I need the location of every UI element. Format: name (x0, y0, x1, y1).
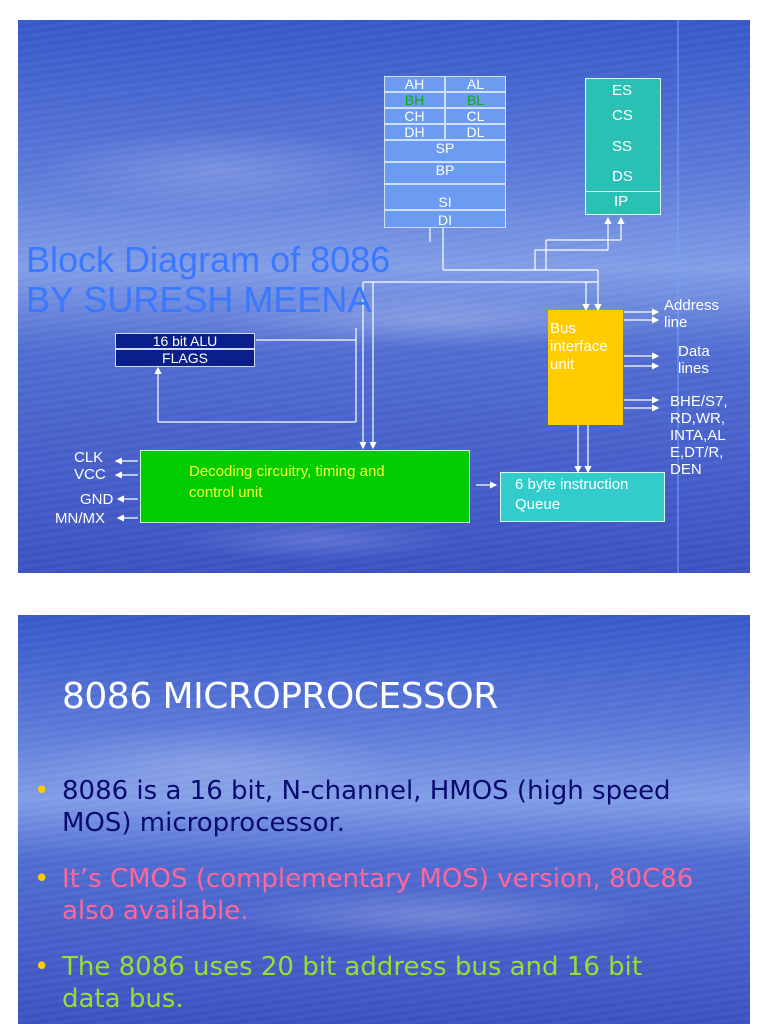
alu-box: 16 bit ALU (115, 333, 255, 349)
control-signals-label: BHE/S7, RD,WR, INTA,AL E,DT/R, DEN (670, 393, 728, 478)
bullet-dot-icon: • (34, 776, 50, 806)
signal-vcc: VCC (74, 466, 106, 483)
register-label: DI (438, 212, 452, 228)
register-bp: BP (384, 162, 506, 184)
decoding-control-unit: Decoding circuitry, timing and control u… (140, 450, 470, 523)
register-ch: CH (384, 108, 445, 124)
signal-mn-mx: MN/MX (55, 510, 105, 527)
bullet-text: 8086 is a 16 bit, N-channel, HMOS (high … (62, 776, 671, 838)
register-label: BP (435, 162, 455, 178)
register-label: AL (466, 76, 485, 92)
register-label: CL (466, 108, 485, 124)
register-sp: SP (384, 140, 506, 162)
diagram-connectors (114, 20, 679, 573)
segment-ds: DS (612, 168, 633, 185)
register-cl: CL (445, 108, 506, 124)
segment-cs: CS (612, 107, 633, 124)
slide-title: Block Diagram of 8086 BY SURESH MEENA (26, 240, 390, 320)
register-label: BH (404, 92, 425, 108)
register-label: BL (466, 92, 485, 108)
register-dh: DH (384, 124, 445, 140)
title-line-1: Block Diagram of 8086 (26, 239, 391, 280)
signal-gnd: GND (80, 491, 114, 508)
register-label: DL (466, 124, 485, 140)
bullet-item: • The 8086 uses 20 bit address bus and 1… (34, 951, 702, 1015)
bullet-text: The 8086 uses 20 bit address bus and 16 … (62, 952, 643, 1014)
general-registers-block: AH AL BH BL CH CL DH DL SP BP SI DI (384, 76, 506, 228)
register-bl: BL (445, 92, 506, 108)
segment-ip: IP (614, 193, 629, 210)
bullet-item: • It’s CMOS (complementary MOS) version,… (34, 863, 702, 927)
register-label: CH (404, 108, 425, 124)
segment-divider (586, 191, 660, 192)
segment-ss: SS (612, 138, 633, 155)
bullet-dot-icon: • (34, 952, 50, 982)
segment-es: ES (612, 82, 633, 99)
register-dl: DL (445, 124, 506, 140)
title-line-2: BY SURESH MEENA (26, 279, 372, 320)
slide-title: 8086 MICROPROCESSOR (62, 676, 498, 717)
register-label: SP (435, 140, 455, 156)
register-si: SI (384, 184, 506, 210)
register-bh: BH (384, 92, 445, 108)
register-label: AH (404, 76, 425, 92)
bullet-dot-icon: • (34, 864, 50, 894)
bullet-item: • 8086 is a 16 bit, N-channel, HMOS (hig… (34, 775, 702, 839)
flags-box: FLAGS (115, 349, 255, 367)
register-di: DI (384, 210, 506, 228)
slide-block-diagram: AH AL BH BL CH CL DH DL SP BP SI DI ES C… (18, 20, 750, 573)
register-label: SI (438, 194, 452, 210)
segment-registers-block: ES CS SS DS IP (585, 78, 661, 215)
slide-8086-microprocessor: 8086 MICROPROCESSOR • 8086 is a 16 bit, … (18, 615, 750, 1024)
address-line-label: Address line (664, 297, 720, 331)
register-label: DH (404, 124, 425, 140)
register-ah: AH (384, 76, 445, 92)
register-al: AL (445, 76, 506, 92)
bus-interface-unit: Bus interface unit (548, 310, 623, 425)
data-lines-label: Data lines (678, 343, 710, 377)
instruction-queue: 6 byte instruction Queue (500, 472, 665, 522)
signal-clk: CLK (74, 449, 104, 466)
bullet-text: It’s CMOS (complementary MOS) version, 8… (62, 864, 694, 926)
